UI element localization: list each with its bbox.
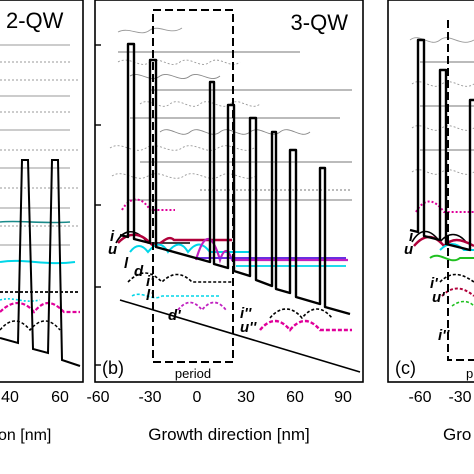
panel-b-frame [94, 0, 364, 383]
panel-a-teal-level [0, 220, 71, 224]
panel-b-level-u-double-prime [259, 319, 352, 332]
panel-b-label-u-double-prime: u'' [240, 319, 257, 336]
panel-c-tick-1: -60 [408, 389, 431, 406]
panel-b-tick-4: 30 [237, 389, 255, 406]
panel-b-x-ticks: -60 -30 0 30 60 90 [86, 389, 352, 406]
panel-a-continuum [0, 44, 78, 246]
panel-c-continuum [409, 37, 474, 175]
panel-b-level-d-prime [177, 301, 227, 312]
panel-b-label-i: i [110, 228, 115, 245]
panel-c-level-labels: i u i' u' i'' [404, 228, 450, 344]
panel-b-period-box [152, 9, 234, 363]
panel-c-tick-2: -30 [448, 389, 471, 406]
panel-b-band-edge [119, 42, 351, 316]
panel-b-label-i-prime: i' [146, 273, 154, 290]
panel-b-level-d [194, 238, 348, 264]
panel-b-label-d: d [134, 263, 144, 280]
panel-c-label-u-prime: u' [432, 289, 445, 306]
panel-b-tick-5: 60 [286, 389, 304, 406]
panel-b-level-l-prime [131, 293, 220, 299]
panel-b-label-l: l [124, 255, 129, 272]
panel-a-band-edge [0, 159, 81, 367]
panel-b-title: 3-QW [291, 10, 349, 35]
panel-c-level-i-prime [439, 273, 474, 283]
panel-b-level-labels: i u l d i' l' d' i'' u'' [108, 228, 257, 336]
panel-a-tick-40: 40 [1, 389, 19, 406]
panel-c-panel-label: (c) [395, 358, 416, 378]
panel-b-label-i-double-prime: i'' [240, 305, 252, 322]
panel-c-label-i: i [409, 228, 414, 245]
panel-b-label-d-prime: d' [168, 307, 181, 324]
panel-b-magenta-dotted-level [121, 198, 175, 211]
panel-c-label-i-prime: i' [430, 275, 438, 292]
panel-b-band-slope [119, 299, 361, 373]
panel-c-x-label: Gro [443, 425, 471, 444]
panel-b-x-label: Growth direction [nm] [148, 425, 310, 444]
panel-c-x-ticks: -60 -30 [408, 389, 471, 406]
panel-b-panel-label: (b) [102, 358, 124, 378]
panel-b-level-i-prime [127, 272, 232, 284]
panel-b-period-label: period [175, 366, 211, 381]
panel-b-level-l [129, 243, 250, 254]
panel-a-cyan-dotted-level [0, 298, 41, 302]
panel-c-level-green-prime [451, 300, 474, 307]
panel-b-continuum [109, 27, 352, 201]
panel-b-tick-6: 90 [334, 389, 352, 406]
panel-c-level-u-prime [441, 287, 474, 297]
panel-b-level-i-double-prime [269, 308, 333, 320]
panel-c-level-cyan [439, 243, 474, 251]
panel-c-label-u: u [404, 241, 413, 258]
panel-b-label-u: u [108, 241, 117, 258]
panel-a-x-ticks: 40 60 [1, 389, 69, 406]
panel-b-y-ticks [95, 44, 101, 366]
panel-b-tick-2: -30 [138, 389, 161, 406]
panel-a-cyan-level [0, 259, 76, 265]
panel-c-band-edge [409, 38, 474, 252]
panel-c: p i u i' u' i'' (c) -60 -30 Gro [387, 0, 474, 444]
panel-c-label-i-double-prime: i'' [438, 327, 450, 344]
panel-a-x-label: on [nm] [0, 427, 51, 444]
panel-b: 3-QW [86, 0, 364, 444]
panel-a-dark-wave [0, 320, 61, 332]
panel-c-period-box [447, 20, 474, 361]
panel-a: 2-QW 40 60 on [nm] [0, 0, 84, 444]
panel-c-frame [387, 0, 474, 383]
panel-a-frame [0, 0, 84, 383]
panel-a-tick-60: 60 [51, 389, 69, 406]
panel-b-tick-3: 0 [193, 389, 202, 406]
panel-a-magenta-wave [0, 301, 80, 314]
panel-b-label-l-prime: l' [146, 287, 154, 304]
panel-b-tick-1: -60 [86, 389, 109, 406]
panel-c-level-green [429, 254, 474, 262]
panel-a-title: 2-QW [6, 8, 64, 33]
panel-c-period-label: p [466, 366, 473, 381]
